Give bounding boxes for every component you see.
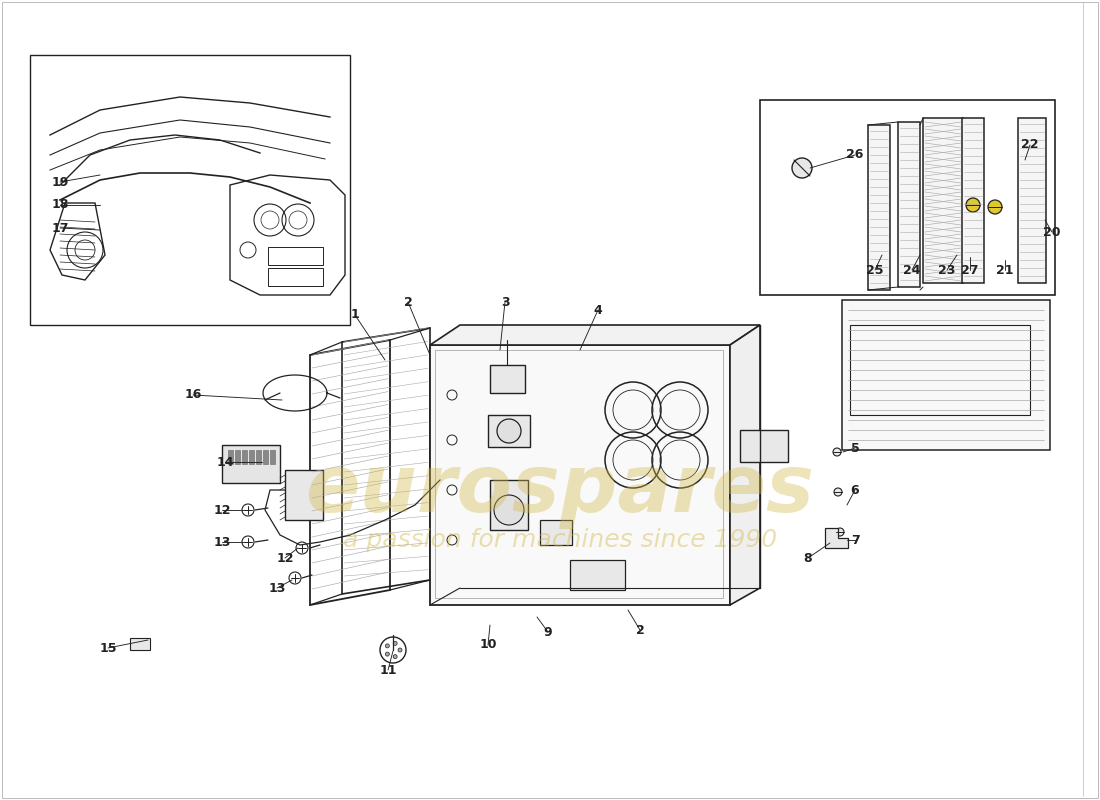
Text: 2: 2	[636, 623, 645, 637]
Bar	[130, 638, 150, 650]
Text: 19: 19	[52, 175, 68, 189]
Bar	[235, 450, 240, 464]
Polygon shape	[825, 528, 848, 548]
Bar	[962, 118, 984, 283]
Polygon shape	[730, 325, 760, 605]
Bar	[898, 122, 920, 287]
Circle shape	[988, 200, 1002, 214]
Text: 16: 16	[185, 389, 201, 402]
Text: 24: 24	[903, 263, 921, 277]
Text: 21: 21	[997, 263, 1014, 277]
Circle shape	[393, 642, 397, 646]
Circle shape	[385, 644, 389, 648]
Bar	[570, 560, 625, 590]
Bar	[850, 325, 1030, 415]
Bar	[490, 365, 525, 393]
Text: 22: 22	[1021, 138, 1038, 151]
Text: 14: 14	[217, 455, 233, 469]
Text: a passion for machines since 1990: a passion for machines since 1990	[343, 528, 777, 552]
Text: 11: 11	[379, 663, 397, 677]
Bar	[434, 350, 723, 598]
Bar	[923, 118, 962, 283]
Text: 18: 18	[52, 198, 68, 211]
Polygon shape	[430, 345, 730, 605]
Text: 27: 27	[961, 263, 979, 277]
Circle shape	[966, 198, 980, 212]
Bar	[228, 450, 233, 464]
Circle shape	[393, 654, 397, 658]
Text: 26: 26	[846, 149, 864, 162]
Circle shape	[792, 158, 812, 178]
Circle shape	[836, 528, 844, 536]
Text: 2: 2	[404, 295, 412, 309]
Circle shape	[834, 488, 842, 496]
Circle shape	[494, 495, 524, 525]
Text: 25: 25	[867, 263, 883, 277]
Bar	[760, 100, 1055, 295]
Text: 13: 13	[213, 535, 231, 549]
Bar	[868, 125, 890, 290]
Bar	[285, 470, 323, 520]
Text: 12: 12	[213, 503, 231, 517]
Bar	[488, 415, 530, 447]
Bar	[222, 445, 280, 483]
Text: 23: 23	[938, 263, 956, 277]
Text: 7: 7	[850, 534, 859, 546]
Text: 4: 4	[594, 303, 603, 317]
Bar	[1018, 118, 1046, 283]
Bar	[256, 450, 261, 464]
Bar	[270, 450, 275, 464]
Text: 8: 8	[804, 551, 812, 565]
Bar	[249, 450, 254, 464]
Text: 20: 20	[1043, 226, 1060, 238]
Text: 10: 10	[480, 638, 497, 651]
Text: 6: 6	[850, 483, 859, 497]
Bar	[30, 55, 350, 325]
Text: 5: 5	[850, 442, 859, 454]
Text: 13: 13	[268, 582, 286, 594]
Bar	[842, 300, 1050, 450]
Bar	[263, 450, 268, 464]
Circle shape	[398, 648, 402, 652]
Text: 15: 15	[99, 642, 117, 654]
Text: 12: 12	[276, 551, 294, 565]
Text: 9: 9	[543, 626, 552, 638]
Bar	[268, 247, 323, 265]
Circle shape	[497, 419, 521, 443]
Polygon shape	[430, 325, 760, 345]
Text: 17: 17	[52, 222, 68, 234]
Text: eurospares: eurospares	[306, 451, 814, 529]
Bar	[740, 430, 788, 462]
Text: 3: 3	[500, 295, 509, 309]
Circle shape	[385, 652, 389, 656]
Bar	[242, 450, 248, 464]
Circle shape	[833, 448, 842, 456]
Bar	[490, 480, 528, 530]
Bar	[540, 520, 572, 545]
Bar	[268, 268, 323, 286]
Text: 1: 1	[351, 309, 360, 322]
